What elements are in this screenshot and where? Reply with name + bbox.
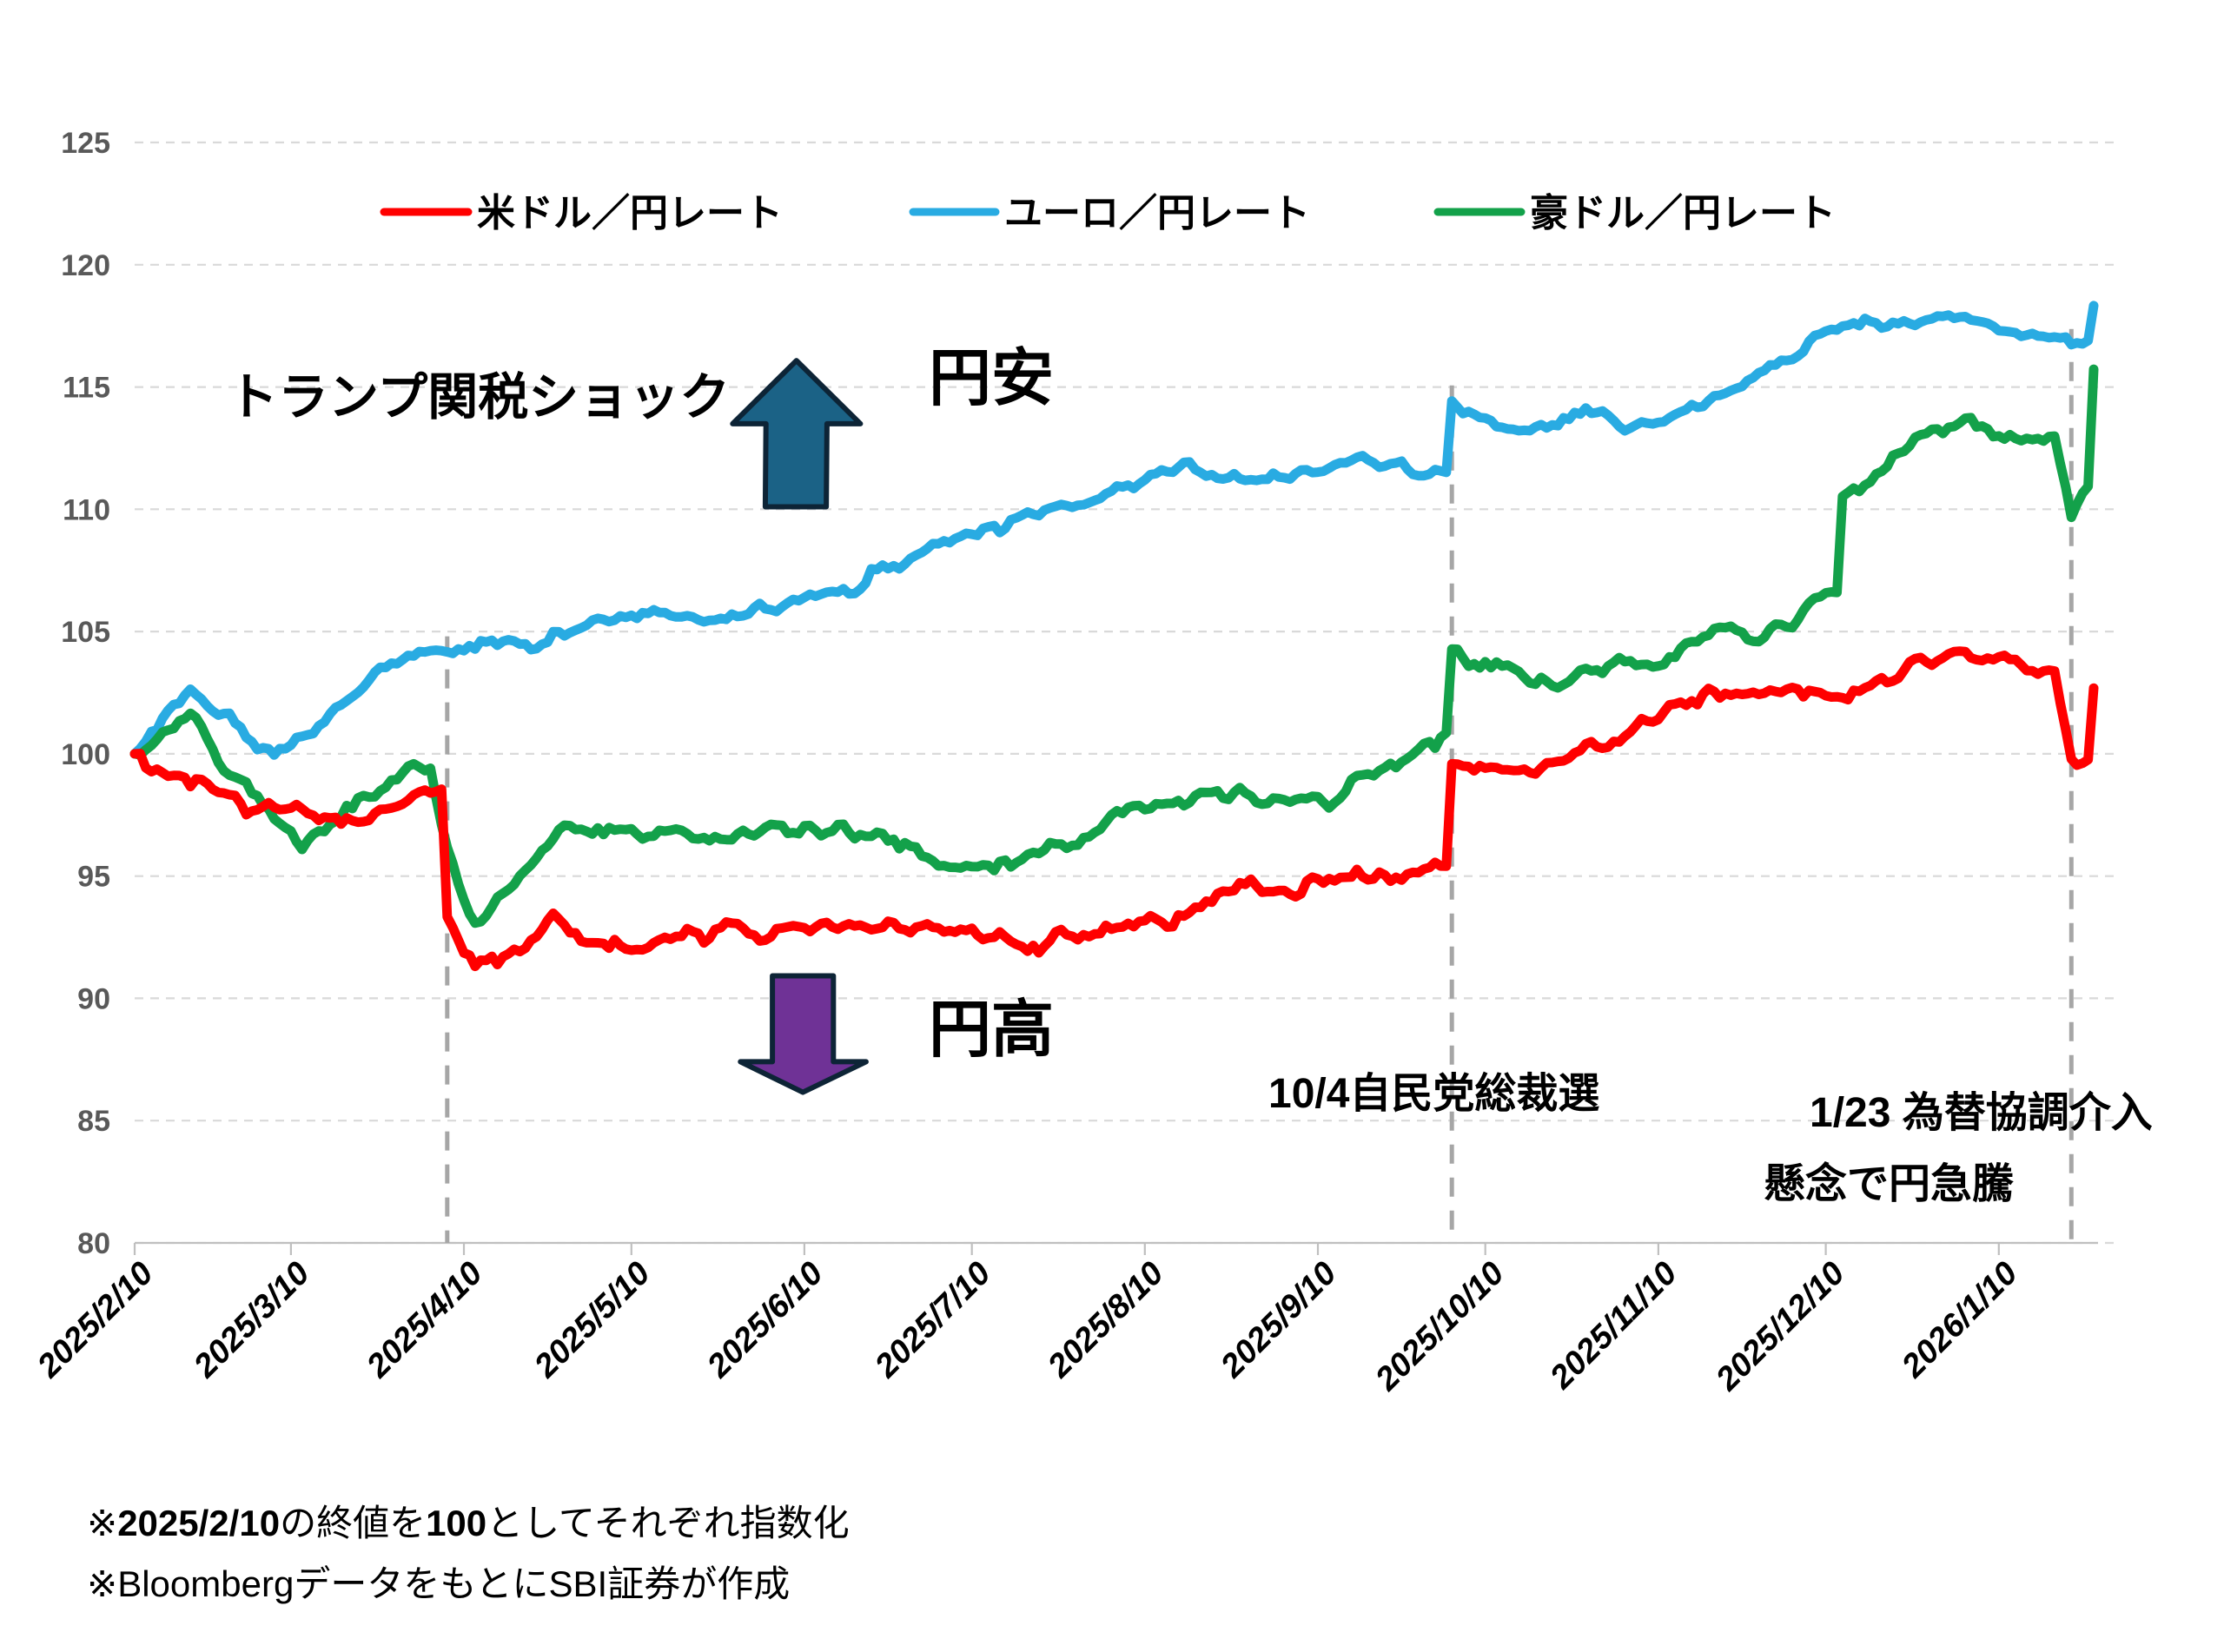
svg-text:115: 115	[63, 372, 110, 405]
svg-text:125: 125	[61, 127, 110, 160]
svg-text:95: 95	[77, 861, 110, 894]
svg-text:110: 110	[63, 493, 110, 526]
svg-text:85: 85	[77, 1105, 110, 1138]
svg-text:120: 120	[61, 249, 110, 282]
svg-text:80: 80	[77, 1227, 110, 1260]
svg-text:90: 90	[77, 982, 110, 1015]
svg-text:100: 100	[61, 738, 110, 771]
svg-text:105: 105	[61, 616, 110, 649]
